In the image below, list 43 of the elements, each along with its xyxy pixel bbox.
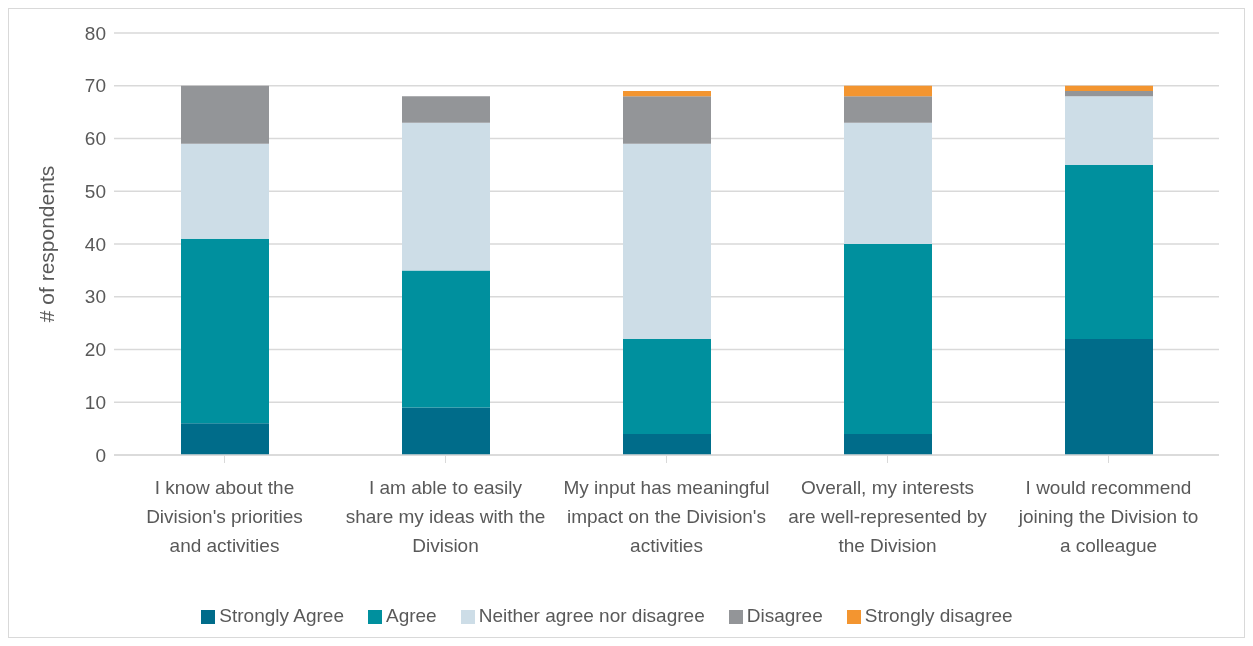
- bar: [623, 91, 711, 97]
- bar: [844, 433, 932, 455]
- y-tick-label: 30: [84, 286, 106, 308]
- bar: [623, 143, 711, 339]
- x-tick-label: My input has meaningful impact on the Division's activities: [563, 477, 770, 556]
- x-tick-label: I know about the Division's priorities and activities: [146, 477, 303, 556]
- x-tick-label: Overall, my interests are well-represented by the Division: [788, 477, 988, 556]
- bar: [181, 143, 269, 239]
- y-tick-label: 60: [84, 128, 106, 150]
- bar: [181, 423, 269, 455]
- bar: [1065, 96, 1153, 165]
- bar: [181, 238, 269, 424]
- legend-label: Neither agree nor disagree: [478, 605, 705, 626]
- y-tick-label: 20: [84, 339, 106, 361]
- bar: [402, 407, 490, 455]
- bar: [402, 270, 490, 408]
- y-tick-label: 50: [84, 180, 106, 202]
- y-axis-title: # of respondents: [35, 165, 59, 323]
- y-tick-label: 70: [84, 75, 106, 97]
- bar: [1065, 91, 1153, 97]
- legend-label: Strongly Agree: [219, 605, 344, 626]
- bar: [1065, 164, 1153, 339]
- bar: [844, 122, 932, 244]
- bar: [623, 96, 711, 144]
- bar: [844, 244, 932, 434]
- bar: [1065, 85, 1153, 92]
- legend-label: Disagree: [746, 605, 823, 626]
- legend-label: Strongly disagree: [864, 605, 1013, 626]
- x-tick-label: I would recommend joining the Division to a colleague: [1017, 477, 1199, 556]
- bar: [623, 433, 711, 455]
- x-tick-label: I am able to easily share my ideas with the Division: [345, 477, 546, 556]
- y-tick-label: 10: [84, 391, 106, 413]
- y-tick-label: 40: [84, 233, 106, 255]
- y-tick-label: 0: [95, 444, 106, 466]
- bar: [623, 338, 711, 434]
- bar: [844, 96, 932, 123]
- legend-label: Agree: [385, 605, 437, 626]
- bar: [402, 122, 490, 271]
- bar: [402, 96, 490, 123]
- bar: [844, 85, 932, 97]
- bar: [1065, 338, 1153, 455]
- bar: [181, 85, 269, 144]
- y-tick-label: 80: [84, 22, 106, 44]
